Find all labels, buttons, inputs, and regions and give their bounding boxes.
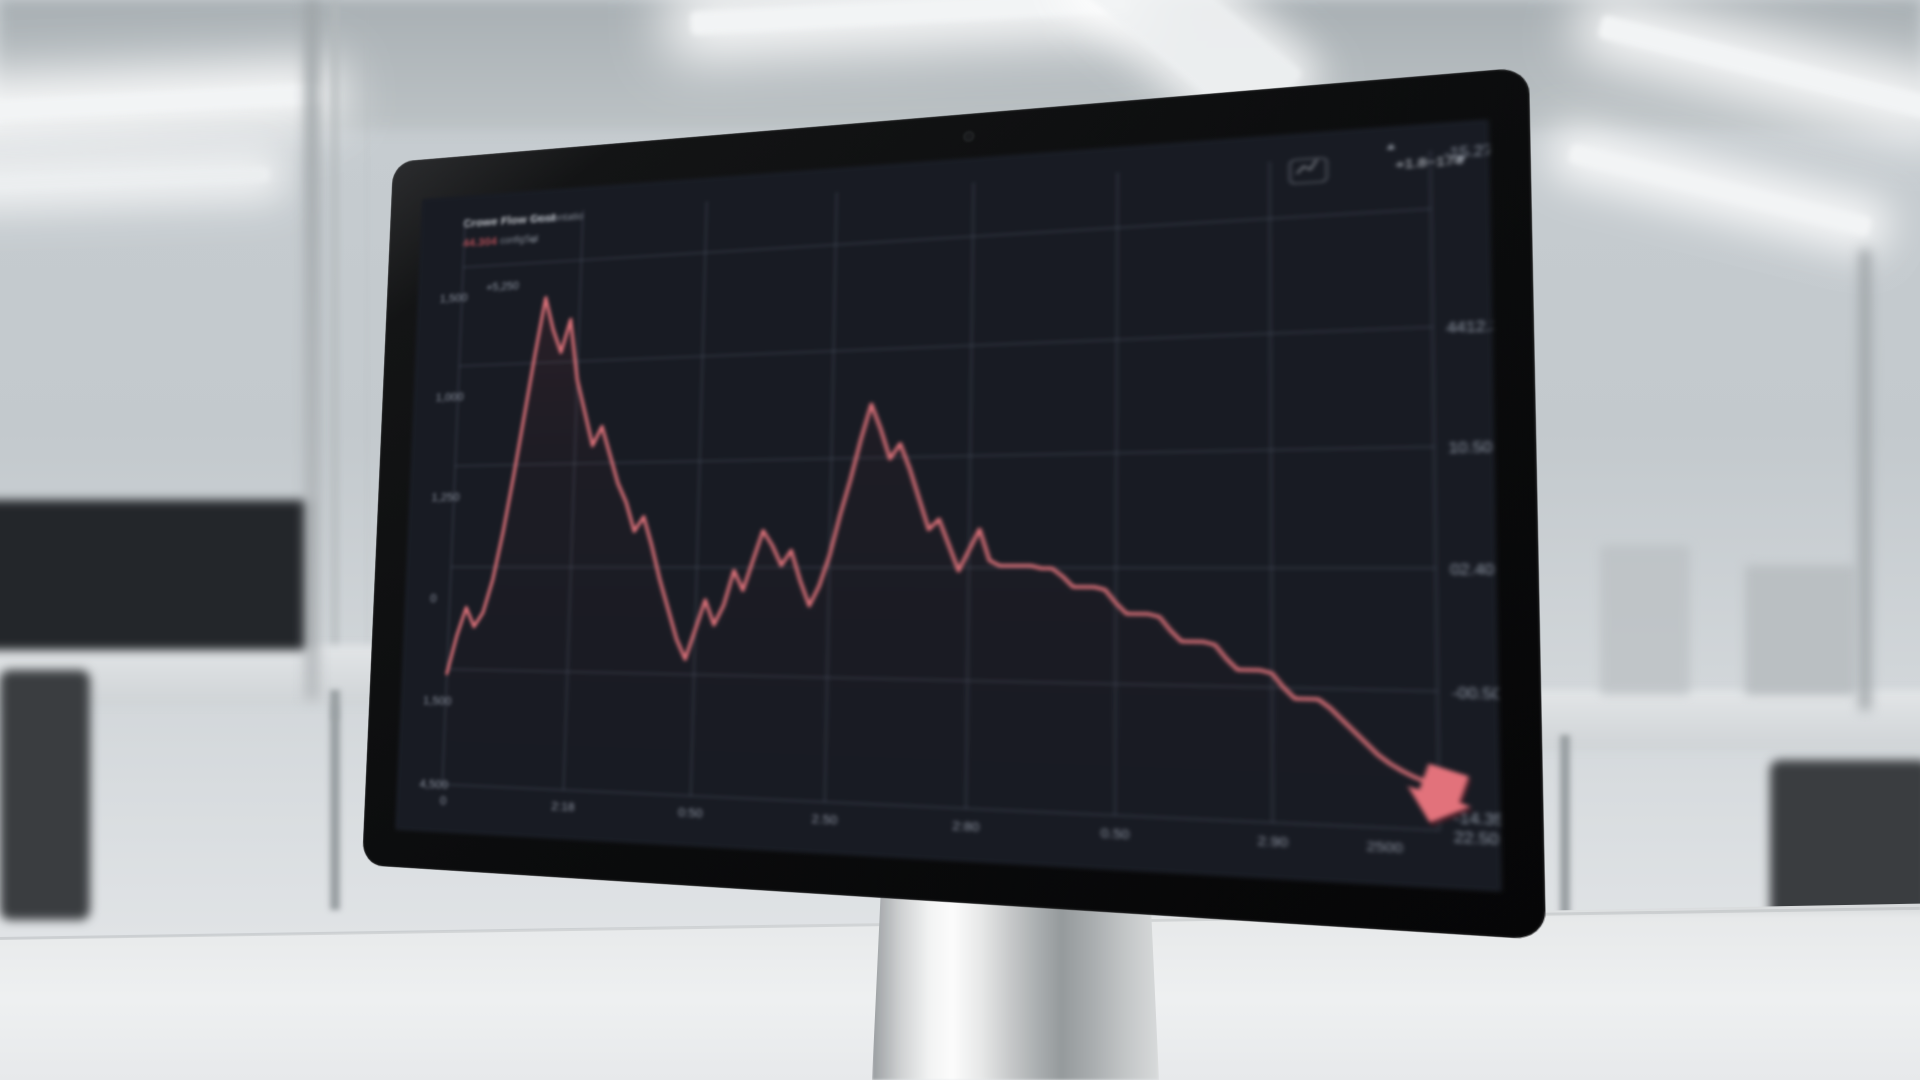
svg-text:10.50: 10.50	[1448, 440, 1492, 457]
svg-text:0:50: 0:50	[678, 806, 703, 822]
svg-text:+5,250: +5,250	[486, 280, 520, 294]
svg-text:02.40: 02.40	[1450, 563, 1494, 579]
svg-text:22.50: 22.50	[1454, 830, 1499, 849]
svg-text:1,250: 1,250	[431, 491, 460, 505]
svg-text:2:18: 2:18	[551, 799, 575, 814]
svg-text:2.90: 2.90	[1257, 833, 1288, 851]
svg-text:2500: 2500	[1367, 839, 1404, 857]
svg-text:44.304: 44.304	[462, 235, 497, 250]
svg-text:1,500: 1,500	[439, 291, 468, 305]
svg-text:0.50: 0.50	[1101, 826, 1130, 843]
svg-text:2:80: 2:80	[952, 819, 980, 836]
svg-text:-00.50: -00.50	[1452, 686, 1502, 703]
svg-text:0: 0	[440, 794, 447, 808]
svg-text:1,000: 1,000	[435, 391, 464, 405]
svg-text:2.50: 2.50	[811, 812, 837, 828]
svg-text:▲: ▲	[1385, 139, 1398, 153]
svg-text:0: 0	[430, 592, 437, 605]
